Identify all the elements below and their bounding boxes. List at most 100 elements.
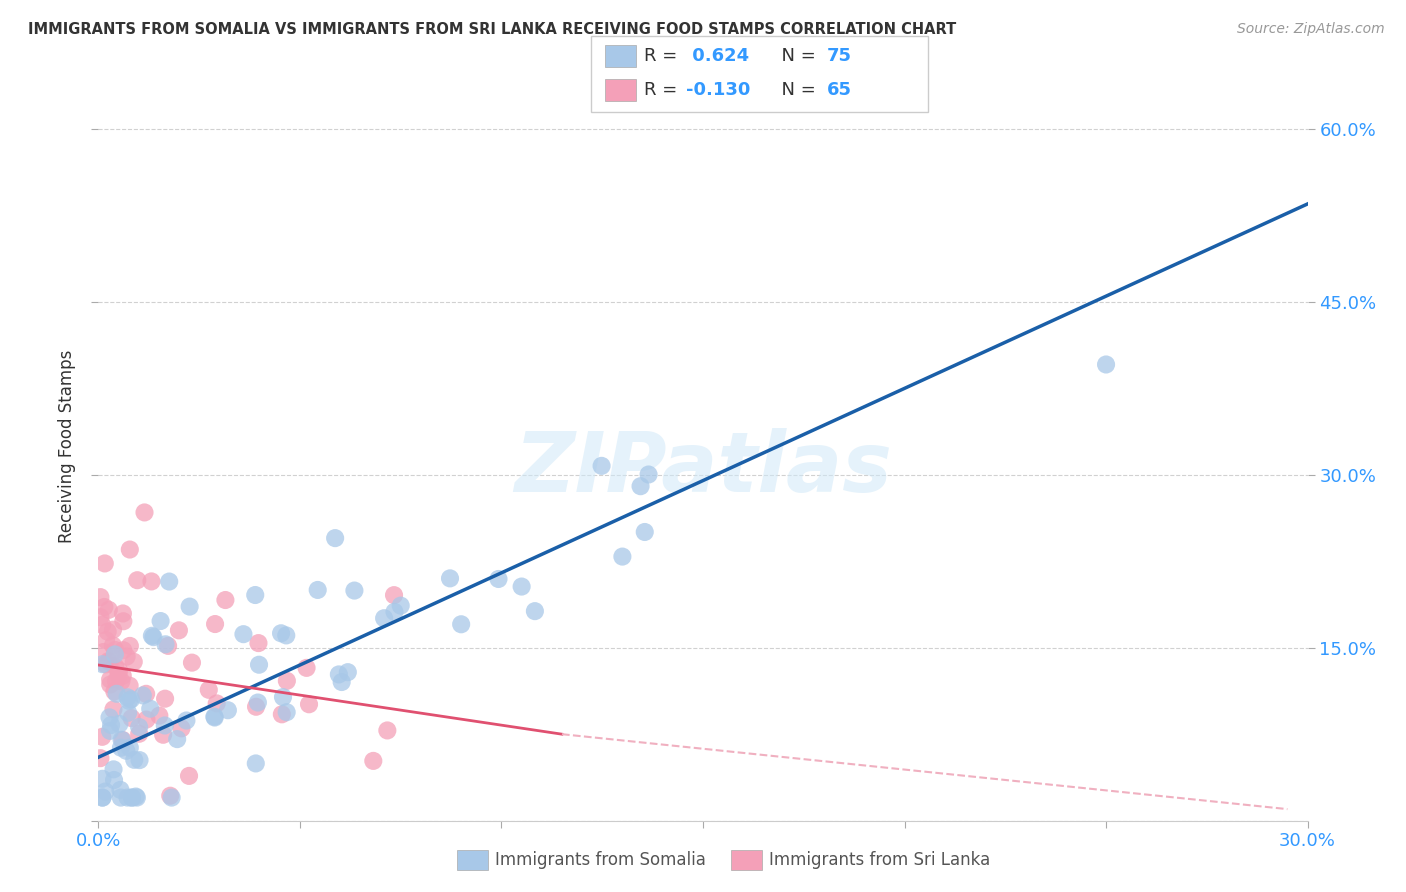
Point (100, 718, 122, 732)
Point (177, 769, 200, 783)
Point (152, 728, 174, 742)
Point (117, 706, 139, 720)
Point (135, 687, 157, 701)
Point (122, 655, 145, 669)
Point (103, 684, 125, 698)
Point (127, 573, 149, 587)
Point (271, 690, 294, 704)
Text: 75: 75 (827, 47, 852, 65)
Text: R =: R = (644, 47, 683, 65)
Point (384, 605, 406, 619)
Point (110, 783, 132, 797)
Point (439, 571, 461, 585)
Point (111, 607, 134, 621)
Point (121, 711, 143, 725)
Point (247, 636, 270, 650)
Point (117, 790, 139, 805)
Point (118, 694, 141, 708)
Point (112, 643, 135, 657)
Point (97, 603, 120, 617)
Point (612, 549, 634, 564)
Text: Immigrants from Somalia: Immigrants from Somalia (495, 851, 706, 869)
Point (167, 624, 190, 638)
Point (125, 790, 148, 805)
Point (157, 639, 180, 653)
Point (121, 790, 143, 805)
Point (98, 723, 121, 738)
Point (101, 639, 124, 653)
Point (111, 733, 134, 747)
Point (148, 708, 170, 723)
Point (132, 689, 155, 703)
Point (104, 648, 127, 662)
Point (98, 710, 121, 724)
Point (118, 679, 141, 693)
Point (91, 657, 114, 672)
Point (118, 740, 141, 755)
Point (336, 665, 359, 680)
Point (245, 588, 267, 602)
Point (103, 772, 125, 787)
Point (104, 674, 127, 689)
Point (94, 784, 117, 798)
Point (91, 790, 114, 805)
Point (591, 458, 613, 473)
Point (121, 790, 143, 805)
Point (125, 789, 148, 804)
Point (111, 669, 134, 683)
Point (153, 718, 176, 732)
Point (155, 637, 177, 651)
Point (104, 659, 127, 673)
Point (181, 656, 204, 670)
Point (149, 614, 172, 628)
Point (115, 649, 138, 664)
Y-axis label: Receiving Food Stamps: Receiving Food Stamps (58, 350, 76, 542)
Point (94, 633, 117, 648)
Point (101, 623, 124, 637)
Text: Source: ZipAtlas.com: Source: ZipAtlas.com (1237, 22, 1385, 37)
Point (93, 599, 115, 614)
Point (176, 714, 198, 728)
Point (110, 674, 132, 689)
Point (120, 692, 142, 706)
Point (108, 717, 131, 731)
Point (245, 699, 267, 714)
Point (103, 702, 125, 716)
Text: -0.130: -0.130 (686, 81, 751, 99)
Point (128, 720, 150, 734)
Text: 65: 65 (827, 81, 852, 99)
Point (637, 467, 659, 482)
Point (270, 707, 292, 722)
Point (134, 505, 156, 519)
Text: N =: N = (770, 81, 823, 99)
Point (91, 790, 114, 805)
Point (91, 730, 114, 744)
Point (89, 590, 111, 604)
Point (232, 627, 254, 641)
Point (142, 630, 165, 644)
Point (128, 727, 150, 741)
Point (94, 657, 117, 672)
Point (98, 655, 121, 669)
Point (91, 772, 114, 786)
Point (205, 697, 228, 711)
Point (295, 661, 318, 675)
Point (204, 617, 226, 632)
Point (1095, 358, 1118, 372)
Text: 0.624: 0.624 (686, 47, 749, 65)
Point (276, 705, 298, 719)
Point (89, 751, 111, 765)
Point (245, 756, 267, 771)
Point (128, 753, 150, 767)
Point (118, 639, 141, 653)
Text: Immigrants from Sri Lanka: Immigrants from Sri Lanka (769, 851, 990, 869)
Point (323, 531, 346, 545)
Point (153, 691, 176, 706)
Point (160, 790, 183, 805)
Point (276, 628, 298, 642)
Point (307, 582, 329, 597)
Point (214, 593, 236, 607)
Point (112, 614, 135, 628)
Text: IMMIGRANTS FROM SOMALIA VS IMMIGRANTS FROM SRI LANKA RECEIVING FOOD STAMPS CORRE: IMMIGRANTS FROM SOMALIA VS IMMIGRANTS FR… (28, 22, 956, 37)
Point (94, 557, 117, 571)
